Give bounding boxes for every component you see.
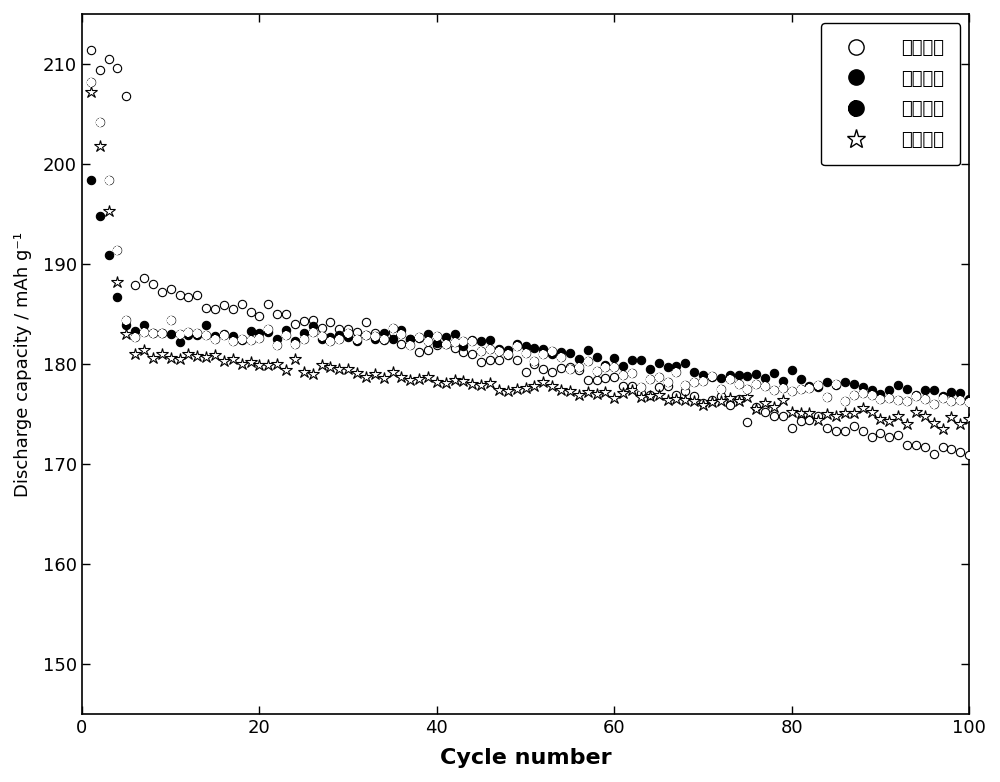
Y-axis label: Discharge capacity / mAh g⁻¹: Discharge capacity / mAh g⁻¹: [14, 231, 32, 497]
X-axis label: Cycle number: Cycle number: [440, 748, 611, 768]
Legend: 实施例一, 实施例二, 实施例三, 实施例四: 实施例一, 实施例二, 实施例三, 实施例四: [821, 23, 960, 165]
